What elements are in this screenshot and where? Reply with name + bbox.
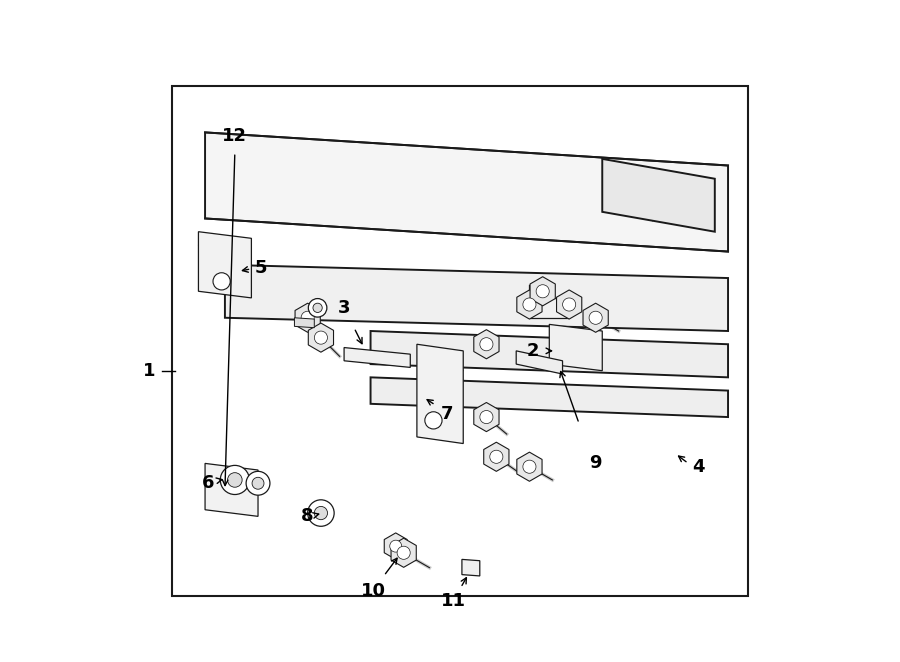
Polygon shape (198, 232, 251, 298)
Text: 12: 12 (222, 126, 248, 145)
Text: 9: 9 (590, 454, 602, 473)
Polygon shape (549, 324, 602, 371)
Polygon shape (391, 538, 417, 567)
Circle shape (309, 299, 327, 317)
Polygon shape (294, 318, 314, 328)
Circle shape (523, 298, 536, 311)
Circle shape (220, 465, 249, 495)
Polygon shape (583, 303, 608, 332)
Polygon shape (530, 277, 555, 306)
Text: 1: 1 (142, 361, 155, 380)
Text: 5: 5 (255, 259, 267, 277)
Polygon shape (473, 330, 499, 359)
Circle shape (390, 540, 401, 552)
Polygon shape (371, 331, 728, 377)
Circle shape (523, 460, 536, 473)
Circle shape (480, 338, 493, 351)
Polygon shape (344, 348, 410, 367)
Circle shape (313, 303, 322, 312)
Polygon shape (172, 86, 748, 596)
Polygon shape (462, 559, 480, 576)
Text: 3: 3 (338, 299, 350, 317)
Circle shape (425, 412, 442, 429)
Circle shape (228, 473, 242, 487)
Polygon shape (205, 463, 258, 516)
Circle shape (246, 471, 270, 495)
Polygon shape (309, 323, 334, 352)
Text: 4: 4 (692, 457, 705, 476)
Circle shape (308, 500, 334, 526)
Polygon shape (517, 452, 542, 481)
Polygon shape (517, 351, 562, 374)
Polygon shape (473, 402, 499, 432)
Polygon shape (517, 290, 542, 319)
Text: 7: 7 (440, 404, 453, 423)
Polygon shape (295, 303, 320, 332)
Circle shape (302, 311, 314, 324)
Circle shape (314, 331, 328, 344)
Circle shape (252, 477, 264, 489)
Polygon shape (556, 290, 581, 319)
Circle shape (480, 410, 493, 424)
Polygon shape (417, 344, 464, 444)
Polygon shape (602, 159, 715, 232)
Circle shape (562, 298, 576, 311)
Circle shape (314, 506, 328, 520)
Text: 10: 10 (362, 581, 386, 600)
Text: 11: 11 (441, 592, 466, 610)
Polygon shape (371, 377, 728, 417)
Circle shape (536, 285, 549, 298)
Text: 2: 2 (526, 342, 539, 360)
Polygon shape (205, 132, 728, 252)
Circle shape (397, 546, 410, 559)
Polygon shape (384, 533, 407, 559)
Text: 6: 6 (202, 474, 214, 493)
Circle shape (590, 311, 602, 324)
Polygon shape (483, 442, 509, 471)
Text: 8: 8 (302, 507, 314, 526)
Circle shape (490, 450, 503, 463)
Circle shape (213, 273, 230, 290)
Polygon shape (225, 265, 728, 331)
